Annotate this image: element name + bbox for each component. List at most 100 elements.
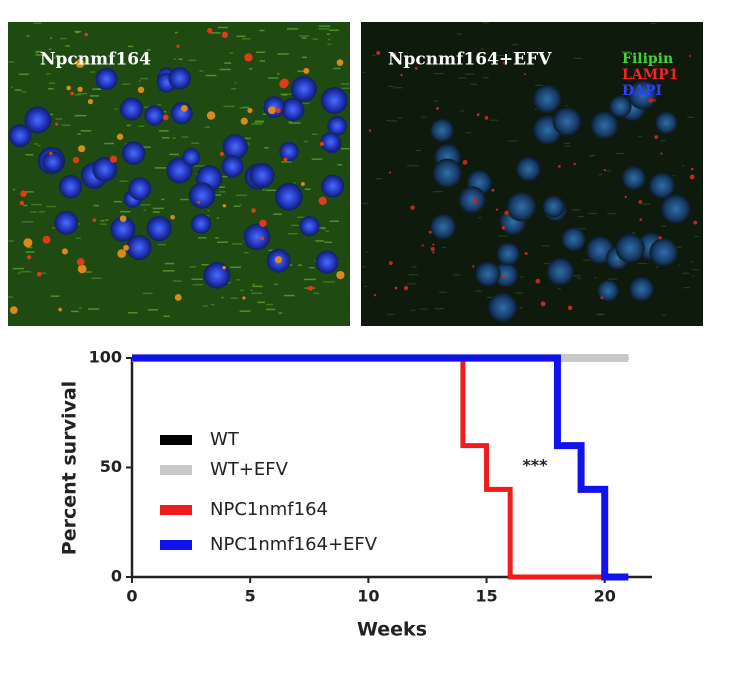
fiber [317, 227, 326, 229]
fiber [55, 118, 63, 120]
lysosome [109, 155, 118, 163]
fiber [337, 164, 343, 166]
fiber [252, 283, 255, 286]
fiber [50, 37, 53, 40]
fiber [692, 274, 695, 277]
fiber [255, 120, 264, 122]
fiber [641, 203, 651, 205]
fiber [442, 246, 447, 249]
legend-label: NPC1nmf164 [210, 499, 328, 520]
fiber [25, 251, 35, 253]
nucleus [188, 182, 216, 209]
y-tick-label: 50 [100, 457, 122, 476]
fiber [322, 228, 326, 230]
fiber [293, 182, 296, 184]
lysosome [20, 190, 27, 197]
fiber [511, 44, 519, 46]
lysosome [491, 188, 495, 192]
fiber [287, 232, 298, 235]
lysosome [540, 301, 546, 307]
fiber [495, 54, 505, 57]
fiber [557, 288, 561, 290]
fiber [217, 26, 229, 29]
fiber [207, 209, 210, 212]
nucleus [222, 134, 248, 160]
fiber [415, 149, 421, 152]
fiber [631, 232, 636, 234]
fiber [191, 278, 203, 280]
lysosome [283, 157, 288, 162]
fiber [180, 198, 189, 201]
legend-swatch [160, 505, 192, 515]
lysosome [76, 258, 85, 266]
panel-label: Npcnmf164 [40, 50, 151, 70]
fiber [520, 276, 524, 278]
lysosome [573, 162, 576, 166]
fiber [652, 65, 659, 67]
fiber [489, 119, 499, 121]
nucleus [126, 234, 152, 260]
fiber [251, 292, 263, 295]
nucleus [281, 97, 305, 122]
nucleus [24, 106, 52, 134]
survival-curve [132, 354, 629, 581]
nucleus [493, 262, 519, 288]
lysosome [251, 208, 256, 213]
fiber [128, 311, 138, 314]
fiber [12, 267, 24, 270]
fiber [593, 277, 597, 279]
nucleus [590, 111, 619, 140]
nucleus [561, 227, 586, 252]
fiber [17, 272, 21, 275]
lysosome [688, 54, 692, 58]
fiber [229, 266, 241, 269]
legend-label: WT+EFV [210, 459, 289, 480]
fiber [36, 50, 43, 53]
nucleus [321, 174, 345, 198]
fiber [465, 73, 474, 75]
fiber [38, 210, 45, 213]
lysosome [219, 151, 224, 157]
lysosome [638, 200, 643, 204]
fiber [74, 114, 87, 117]
fiber [35, 51, 38, 54]
lysosome [176, 44, 180, 48]
fiber [189, 265, 196, 268]
fiber [266, 308, 276, 311]
fiber [221, 296, 224, 299]
fiber [288, 122, 301, 124]
lysosome [174, 294, 182, 301]
fiber [8, 61, 15, 63]
fiber [85, 271, 92, 273]
fiber [210, 303, 215, 306]
fiber [216, 217, 219, 219]
nucleus [615, 233, 645, 263]
fiber [573, 57, 582, 59]
fiber [48, 88, 54, 90]
lysosome [27, 255, 32, 260]
lysosome [260, 236, 265, 241]
fiber [161, 198, 165, 201]
fiber [26, 246, 33, 249]
fiber [33, 22, 42, 24]
fiber [470, 83, 477, 85]
nucleus [315, 250, 339, 274]
fiber [242, 106, 250, 109]
lysosome [180, 104, 188, 112]
fiber [23, 191, 34, 193]
fiber [252, 285, 263, 288]
fiber [313, 292, 320, 295]
fiber [456, 33, 463, 35]
fiber [92, 88, 101, 90]
fiber [565, 105, 568, 107]
fiber [281, 161, 292, 163]
fiber [415, 165, 420, 167]
fiber [387, 313, 395, 316]
lysosome [624, 195, 627, 199]
fiber [480, 48, 485, 50]
lysosome [462, 160, 468, 165]
fiber [20, 270, 32, 273]
lysosome [658, 236, 662, 240]
fiber [340, 147, 350, 150]
fiber [140, 204, 151, 206]
